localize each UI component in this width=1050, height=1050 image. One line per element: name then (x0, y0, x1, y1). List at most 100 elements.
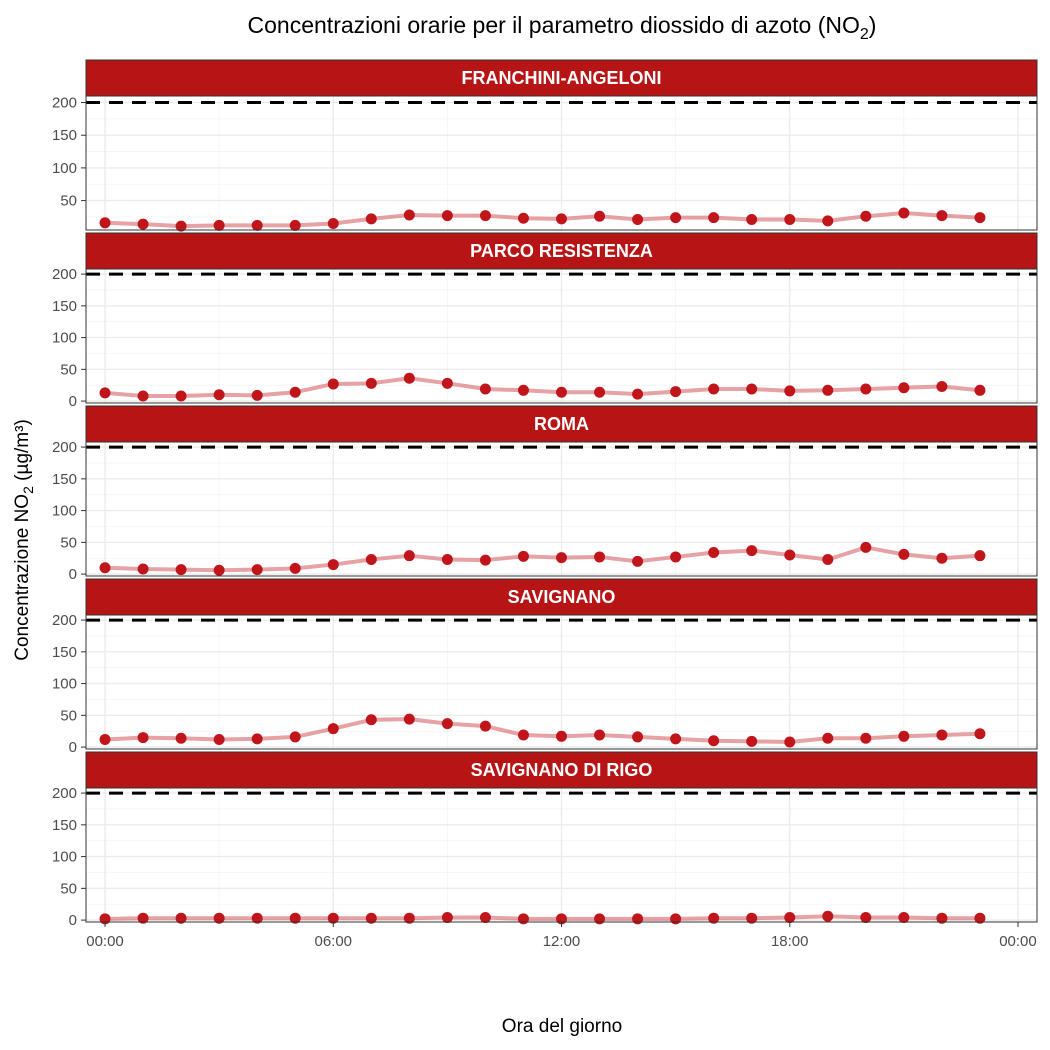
data-point (365, 377, 377, 389)
data-point (327, 723, 339, 735)
data-point (213, 733, 225, 745)
x-tick-label: 12:00 (543, 933, 581, 950)
data-point (670, 733, 682, 745)
data-point (594, 551, 606, 563)
data-point (365, 912, 377, 924)
data-point (556, 213, 567, 225)
panel-franchini-angeloni: FRANCHINI-ANGELONI 50 100 150 200 (52, 59, 1038, 232)
data-point (289, 912, 301, 924)
data-point (251, 219, 263, 231)
data-point (327, 912, 339, 924)
panel-border (85, 95, 1038, 231)
data-point (251, 733, 263, 745)
y-tick-label: 150 (52, 817, 77, 834)
data-point (898, 912, 910, 924)
data-point (594, 386, 606, 398)
data-point (632, 214, 644, 226)
strip-label: ROMA (534, 414, 589, 434)
data-point (365, 714, 377, 726)
data-point (898, 548, 910, 560)
data-point (860, 541, 872, 553)
data-point (708, 912, 720, 924)
series-line (104, 211, 981, 229)
y-tick-label: 200 (52, 612, 77, 629)
x-tick-label: 18:00 (771, 933, 809, 950)
data-point (289, 731, 301, 743)
data-point (936, 210, 948, 222)
x-axis-title: Ora del giorno (502, 1016, 622, 1037)
strip-header (85, 405, 1038, 443)
data-point (670, 212, 682, 224)
data-point (517, 550, 529, 562)
data-point (403, 912, 415, 924)
data-point (822, 215, 834, 227)
data-point (251, 389, 263, 401)
data-point (784, 549, 796, 561)
data-point (822, 732, 834, 744)
data-point (936, 729, 948, 741)
data-point (175, 390, 187, 402)
y-axis-title-suffix: (µg/m³) (12, 419, 33, 486)
data-point (327, 217, 339, 229)
chart-title: Concentrazioni orarie per il parametro d… (248, 12, 877, 43)
data-point (175, 912, 187, 924)
y-axis-title-subscript: 2 (20, 486, 36, 494)
data-point (632, 388, 644, 400)
data-point (441, 718, 453, 730)
data-point (822, 553, 834, 565)
chart-title-suffix: ) (869, 12, 877, 38)
y-tick-label: 100 (52, 849, 77, 866)
data-point (479, 720, 491, 732)
data-point (670, 386, 682, 398)
chart-title-subscript: 2 (860, 26, 869, 43)
y-tick-label: 150 (52, 298, 77, 315)
panel-savignano-di-rigo: SAVIGNANO DI RIGO 0 50 100 150 200 (52, 751, 1038, 929)
data-point (556, 730, 567, 742)
data-point (594, 729, 606, 741)
data-point (175, 732, 187, 744)
data-point (365, 213, 377, 225)
y-axis-title-main: Concentrazione NO (12, 494, 33, 661)
series-line (104, 545, 981, 573)
data-point (632, 731, 644, 743)
data-point (974, 212, 986, 224)
data-point (479, 210, 491, 222)
data-point (708, 547, 720, 559)
data-point (517, 384, 529, 396)
y-tick-label: 100 (52, 160, 77, 177)
y-tick-label: 50 (60, 707, 77, 724)
data-point (137, 218, 149, 230)
y-tick-label: 50 (60, 361, 77, 378)
strip-header (85, 59, 1038, 97)
data-point (479, 554, 491, 566)
strip-label: FRANCHINI-ANGELONI (462, 68, 662, 88)
data-point (594, 913, 606, 925)
x-tick-label: 00:00 (86, 933, 124, 950)
panel-border (85, 614, 1038, 750)
data-point (822, 384, 834, 396)
data-point (556, 386, 567, 398)
data-point (746, 214, 758, 226)
data-point (517, 729, 529, 741)
y-tick-label: 100 (52, 330, 77, 347)
data-point (860, 732, 872, 744)
data-point (99, 733, 111, 745)
data-point (517, 913, 529, 925)
data-point (289, 386, 301, 398)
y-tick-label: 100 (52, 676, 77, 693)
data-point (327, 559, 339, 571)
data-point (365, 553, 377, 565)
data-point (175, 220, 187, 232)
x-axis: 00:00 06:00 12:00 18:00 00:00 (86, 922, 1037, 950)
data-point (99, 387, 111, 399)
data-point (898, 730, 910, 742)
data-point (708, 212, 720, 224)
y-tick-label: 150 (52, 471, 77, 488)
y-tick-label: 0 (69, 566, 77, 583)
data-point (974, 550, 986, 562)
data-point (99, 562, 111, 574)
data-point (441, 377, 453, 389)
data-point (746, 735, 758, 747)
x-tick-label: 06:00 (314, 933, 352, 950)
